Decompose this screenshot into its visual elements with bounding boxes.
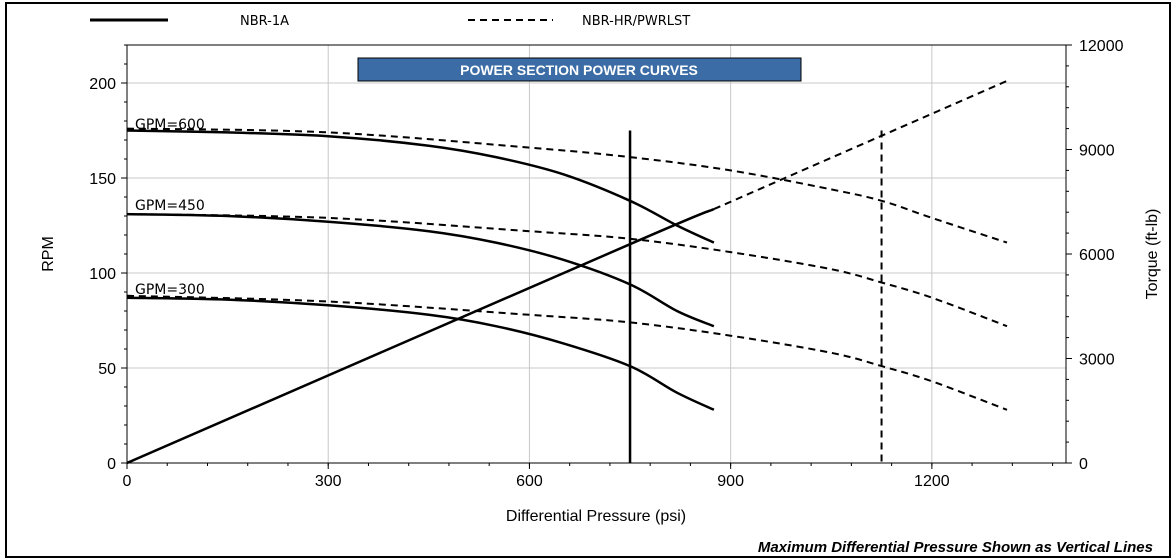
x-tick-label: 600 xyxy=(516,473,543,490)
y-axis-title: RPM xyxy=(40,236,57,272)
solid-rpm-curve-0 xyxy=(126,129,715,244)
legend-solid-label: NBR-1A xyxy=(240,14,289,29)
legend-dashed-label: NBR-HR/PWRLST xyxy=(582,14,690,29)
gpm-450-label: GPM=450 xyxy=(135,198,205,214)
y2-axis-title: Torque (ft-lb) xyxy=(1144,209,1161,300)
plot-area xyxy=(126,44,1067,464)
y-tick-label: 200 xyxy=(89,76,116,93)
y2-tick-label: 6000 xyxy=(1079,247,1115,264)
dashed-rpm-curve-4 xyxy=(126,127,1008,244)
title-bar xyxy=(357,57,802,82)
y-tick-label: 100 xyxy=(89,266,116,283)
y2-tick-labels: 0 3000 6000 9000 12000 xyxy=(1079,38,1124,473)
y2-tick-label: 9000 xyxy=(1079,143,1115,160)
solid-torque-curve-3 xyxy=(126,207,715,465)
y-tick-label: 50 xyxy=(98,361,116,378)
x-tick-label: 300 xyxy=(315,473,342,490)
x-axis-title: Differential Pressure (psi) xyxy=(506,508,686,525)
dashed-rpm-curve-6 xyxy=(126,294,1008,411)
footnote: Maximum Differential Pressure Shown as V… xyxy=(758,539,1153,556)
y2-tick-label: 0 xyxy=(1079,456,1088,473)
x-tick-label: 900 xyxy=(717,473,744,490)
chart-frame xyxy=(5,2,1171,558)
max-pressure-lines xyxy=(628,130,883,463)
series-lines xyxy=(126,79,1008,465)
dashed-torque-curve-7 xyxy=(713,79,1008,211)
y2-tick-label: 3000 xyxy=(1079,352,1115,369)
dashed-rpm-curve-5 xyxy=(126,213,1008,328)
solid-rpm-curve-1 xyxy=(126,212,715,328)
y-tick-label: 0 xyxy=(107,456,116,473)
y-tick-label: 150 xyxy=(89,171,116,188)
axis-ticks xyxy=(121,44,1072,469)
y-tick-labels: 0 50 100 150 200 xyxy=(89,76,116,473)
x-tick-label: 1200 xyxy=(914,473,950,490)
solid-rpm-curve-2 xyxy=(126,296,715,411)
gridlines xyxy=(126,45,1066,464)
gpm-600-label: GPM=600 xyxy=(135,117,205,133)
gpm-300-label: GPM=300 xyxy=(135,282,205,298)
chart-title: POWER SECTION POWER CURVES xyxy=(460,62,698,78)
x-tick-labels: 0 300 600 900 1200 xyxy=(123,473,950,490)
x-tick-label: 0 xyxy=(123,473,132,490)
y2-tick-label: 12000 xyxy=(1079,38,1124,55)
